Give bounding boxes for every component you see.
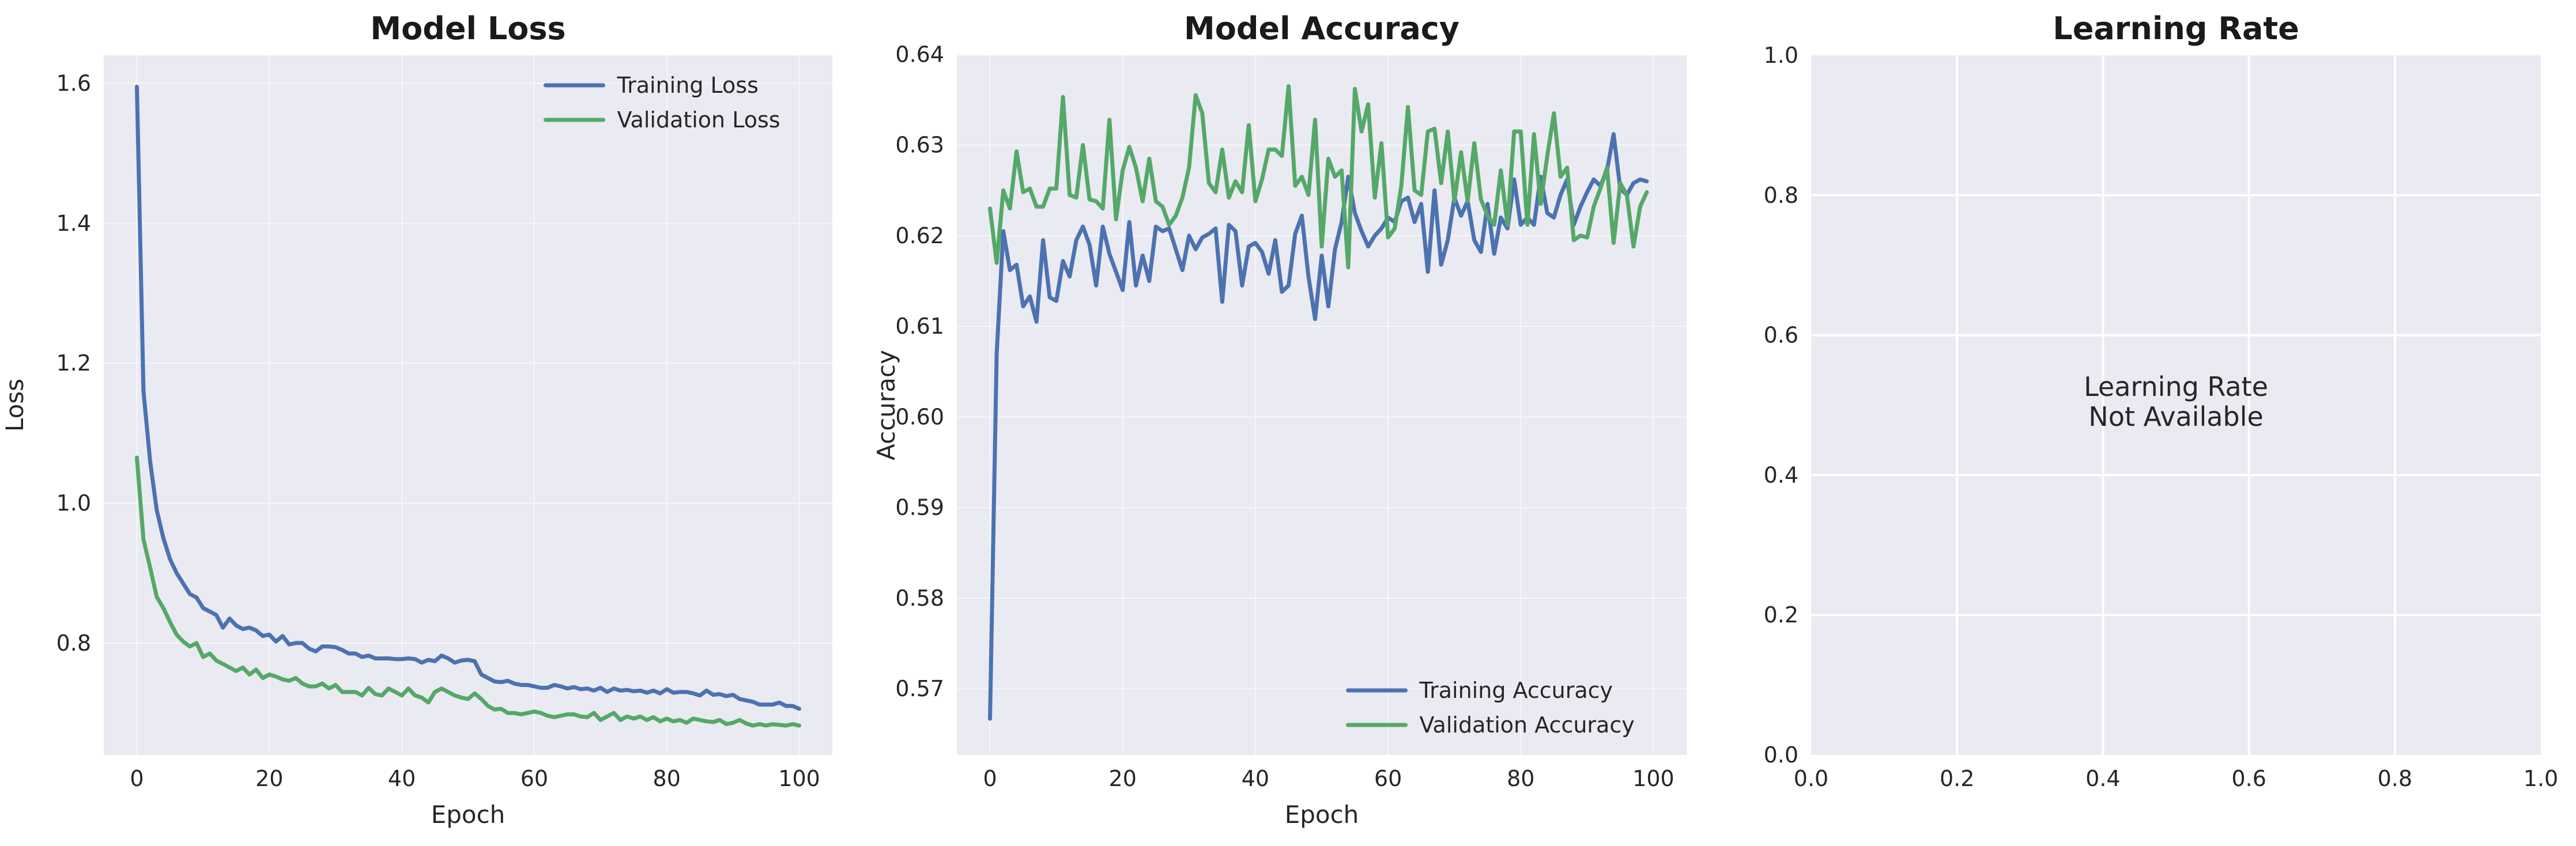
gridlines — [104, 55, 832, 755]
x-tick-label: 0.8 — [2378, 766, 2412, 791]
legend: Training Accuracy Validation Accuracy — [1346, 678, 1635, 738]
y-tick-label: 1.0 — [1764, 43, 1798, 68]
x-tick-label: 0.4 — [2085, 766, 2120, 791]
x-tick-label: 80 — [653, 766, 681, 791]
series-line-validation-accuracy — [988, 84, 1649, 270]
annotation-text: Not Available — [2088, 401, 2263, 432]
y-tick-label: 0.8 — [1764, 183, 1798, 208]
legend: Training Loss Validation Loss — [544, 73, 780, 133]
legend-label: Validation Accuracy — [1420, 712, 1635, 738]
y-tick-label: 1.0 — [56, 490, 91, 516]
y-tick-label: 1.4 — [56, 210, 91, 236]
x-tick-label: 20 — [255, 766, 283, 791]
y-tick-label: 1.2 — [56, 350, 91, 376]
legend-label: Validation Loss — [617, 107, 780, 133]
x-tick-label: 60 — [521, 766, 548, 791]
y-tick-label: 0.63 — [895, 133, 944, 158]
y-axis-label: Loss — [1, 379, 29, 432]
x-tick-label: 100 — [778, 766, 820, 791]
x-tick-label: 0.6 — [2231, 766, 2266, 791]
chart-panel-2: 0 20 40 60 80 100 0.57 0.58 0.59 0.60 0.61 0.62 0.63… — [872, 10, 1687, 829]
plot-area — [1811, 55, 2541, 755]
y-tick-label: 0.0 — [1764, 742, 1798, 768]
x-tick-label: 0.2 — [1940, 766, 1974, 791]
series-line-validation-loss — [135, 455, 801, 728]
gridlines — [1811, 55, 2541, 755]
y-axis-label: Accuracy — [872, 350, 900, 460]
chart-title: Model Accuracy — [1184, 10, 1459, 47]
plot-area — [104, 55, 832, 755]
x-tick-label: 1.0 — [2524, 766, 2558, 791]
x-tick-label: 100 — [1632, 766, 1674, 791]
y-tick-label: 0.2 — [1764, 602, 1798, 628]
x-axis-label: Epoch — [1285, 800, 1359, 829]
y-tick-label: 0.62 — [895, 223, 944, 248]
x-tick-label: 40 — [1242, 766, 1269, 791]
chart-title: Model Loss — [370, 10, 565, 47]
series-line-training-accuracy — [988, 132, 1649, 721]
x-tick-label: 20 — [1109, 766, 1137, 791]
y-tick-label: 0.61 — [895, 314, 944, 339]
annotation-text: Learning Rate — [2084, 371, 2268, 402]
x-tick-label: 0 — [983, 766, 997, 791]
y-tick-label: 0.58 — [895, 586, 944, 611]
legend-label: Training Accuracy — [1419, 678, 1613, 703]
y-tick-label: 0.60 — [895, 404, 944, 429]
x-tick-label: 80 — [1507, 766, 1534, 791]
x-tick-label: 60 — [1374, 766, 1402, 791]
x-tick-label: 0 — [130, 766, 144, 791]
y-tick-label: 0.57 — [895, 676, 944, 701]
x-tick-label: 0.0 — [1794, 766, 1828, 791]
y-tick-label: 0.4 — [1764, 462, 1798, 488]
series-line-training-loss — [135, 85, 801, 711]
legend-label: Training Loss — [617, 73, 759, 98]
y-tick-label: 0.6 — [1764, 323, 1798, 348]
chart-panel-3: 0.0 0.2 0.4 0.6 0.8 1.0 0.0 0.2 0.4 0.6 0.8 1.0 Lear… — [1764, 10, 2559, 791]
chart-title: Learning Rate — [2053, 10, 2299, 47]
y-tick-label: 0.59 — [895, 495, 944, 520]
y-tick-label: 0.64 — [895, 41, 944, 67]
x-tick-label: 40 — [388, 766, 416, 791]
y-tick-label: 1.6 — [56, 71, 91, 96]
chart-panel-1: 0 20 40 60 80 100 0.8 1.0 1.2 1.4 1.6 Model Loss Epo… — [1, 10, 832, 829]
gridlines — [957, 55, 1687, 755]
y-tick-label: 0.8 — [56, 630, 91, 656]
x-axis-label: Epoch — [431, 800, 506, 829]
